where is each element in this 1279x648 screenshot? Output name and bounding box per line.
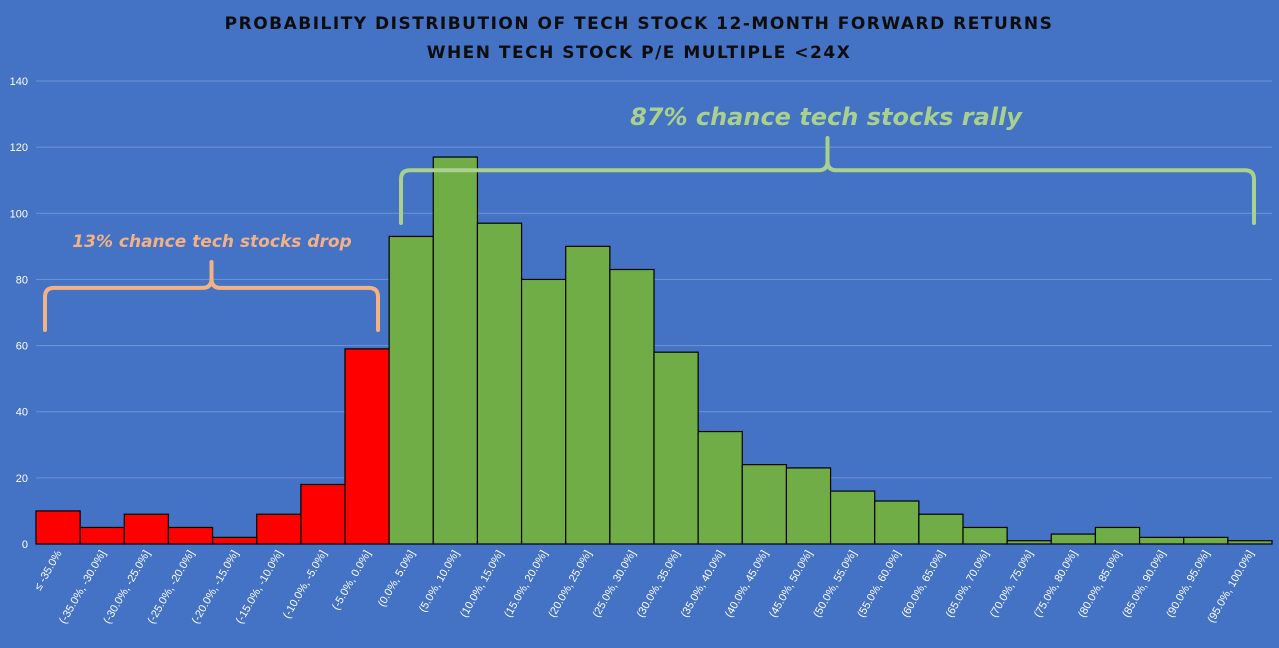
- chart-title: PROBABILITY DISTRIBUTION OF TECH STOCK 1…: [225, 14, 1054, 34]
- histogram-bar: [344, 348, 390, 545]
- histogram-bar: [256, 513, 302, 545]
- x-tick-label: (-5.0%, 0.0%]: [330, 549, 374, 613]
- x-tick-label: (-30.0%, -25.0%]: [101, 549, 153, 626]
- histogram-bar: [1183, 536, 1229, 545]
- y-tick-label: 0: [22, 539, 28, 551]
- x-tick-label: (90.0%, 95.0%]: [1164, 549, 1212, 620]
- histogram-bar: [520, 278, 567, 545]
- histogram-bar: [476, 222, 523, 545]
- bar-layer: [35, 156, 1273, 545]
- x-tick-label: (60.0%, 65.0%]: [900, 549, 948, 620]
- histogram-bar: [785, 467, 832, 545]
- x-tick-label: (85.0%, 90.0%]: [1120, 549, 1168, 620]
- x-tick-label: (40.0%, 45.0%]: [723, 549, 771, 620]
- histogram-bar: [962, 526, 1008, 545]
- histogram-bar: [1138, 536, 1185, 545]
- y-tick-label: 40: [16, 407, 28, 419]
- x-tick-label: (45.0%, 50.0%]: [767, 549, 815, 620]
- x-tick-label: (-25.0%, -20.0%]: [145, 549, 197, 626]
- histogram-bar: [167, 526, 214, 545]
- x-tick-label: (-20.0%, -15.0%]: [190, 549, 242, 626]
- histogram-bar: [79, 526, 125, 545]
- rally-annotation-label: 87% chance tech stocks rally: [630, 103, 1023, 131]
- x-tick-label: (70.0%, 75.0%]: [988, 549, 1036, 620]
- x-tick-label: (0.0%, 5.0%]: [376, 549, 418, 610]
- y-tick-label: 20: [16, 473, 28, 485]
- drop-annotation-label: 13% chance tech stocks drop: [72, 232, 351, 252]
- histogram-bar: [565, 245, 611, 545]
- y-tick-label: 80: [16, 274, 28, 286]
- chart-subtitle: WHEN TECH STOCK P/E MULTIPLE <24X: [427, 43, 852, 63]
- x-tick-label: (30.0%, 35.0%]: [635, 549, 683, 620]
- drop-bracket: [43, 260, 380, 332]
- y-tick-label: 120: [10, 142, 28, 154]
- x-tick-label: (20.0%, 25.0%]: [546, 549, 594, 620]
- histogram-bar: [211, 536, 258, 545]
- x-tick-label: (-15.0%, -10.0%]: [234, 549, 286, 626]
- histogram-bar: [300, 483, 346, 545]
- histogram-bar: [918, 513, 964, 545]
- histogram-bar: [1094, 526, 1141, 545]
- histogram-bar: [1050, 533, 1097, 545]
- histogram-bar: [432, 156, 479, 545]
- histogram-bar: [653, 351, 699, 545]
- histogram-bar: [697, 430, 743, 545]
- x-tick-label: (75.0%, 80.0%]: [1032, 549, 1080, 620]
- x-tick-label: (80.0%, 85.0%]: [1076, 549, 1124, 620]
- histogram-bar: [123, 513, 170, 545]
- histogram-bar: [1227, 540, 1273, 545]
- histogram-bar: [1006, 540, 1052, 545]
- x-tick-label: (5.0%, 10.0%]: [417, 549, 462, 615]
- y-tick-label: 60: [16, 341, 28, 353]
- histogram-bar: [388, 235, 434, 545]
- x-tick-label: (25.0%, 30.0%]: [591, 549, 639, 620]
- x-tick-label: (-35.0%, -30.0%]: [57, 549, 109, 626]
- x-tick-label: (-10.0%, -5.0%]: [281, 549, 330, 621]
- x-tick-label: (95.0%, 100.0%]: [1205, 549, 1256, 625]
- histogram-bar: [609, 268, 655, 545]
- annotation-layer: 13% chance tech stocks drop 87% chance te…: [43, 103, 1256, 332]
- x-tick-label: ≤ -35.0%: [32, 548, 64, 592]
- histogram-bar: [35, 510, 81, 545]
- histogram-bar: [829, 490, 876, 545]
- x-tick-label: (10.0%, 15.0%]: [458, 549, 506, 620]
- histogram-bar: [874, 500, 920, 545]
- histogram-bar: [741, 464, 788, 545]
- y-tick-label: 100: [10, 208, 28, 220]
- y-tick-label: 140: [10, 76, 28, 88]
- x-tick-label: (35.0%, 40.0%]: [679, 549, 727, 620]
- x-tick-label: (65.0%, 70.0%]: [944, 549, 992, 620]
- x-tick-label: (55.0%, 60.0%]: [855, 549, 903, 620]
- rally-bracket: [399, 136, 1256, 225]
- x-tick-label: (15.0%, 20.0%]: [502, 549, 550, 620]
- x-tick-label: (50.0%, 55.0%]: [811, 549, 859, 620]
